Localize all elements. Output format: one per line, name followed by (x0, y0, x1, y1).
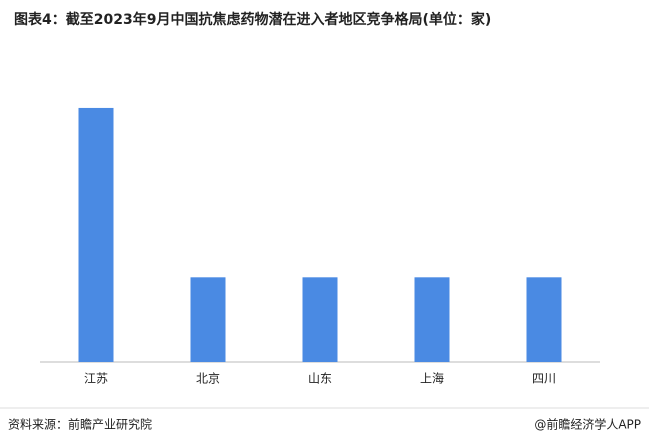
chart-title: 图表4：截至2023年9月中国抗焦虑药物潜在进入者地区竞争格局(单位：家) (14, 11, 491, 28)
bar (190, 277, 226, 362)
bar (414, 277, 450, 362)
bar (78, 107, 114, 362)
x-tick-label: 江苏 (84, 372, 108, 386)
x-tick-label: 四川 (532, 372, 556, 386)
x-tick-label: 山东 (308, 372, 332, 386)
bar (526, 277, 562, 362)
source: 资料来源：前瞻产业研究院 (8, 417, 152, 432)
x-tick-label: 北京 (196, 372, 220, 386)
bar (302, 277, 338, 362)
x-tick-label: 上海 (420, 371, 444, 386)
credit: @前瞻经济学人APP (534, 417, 641, 432)
